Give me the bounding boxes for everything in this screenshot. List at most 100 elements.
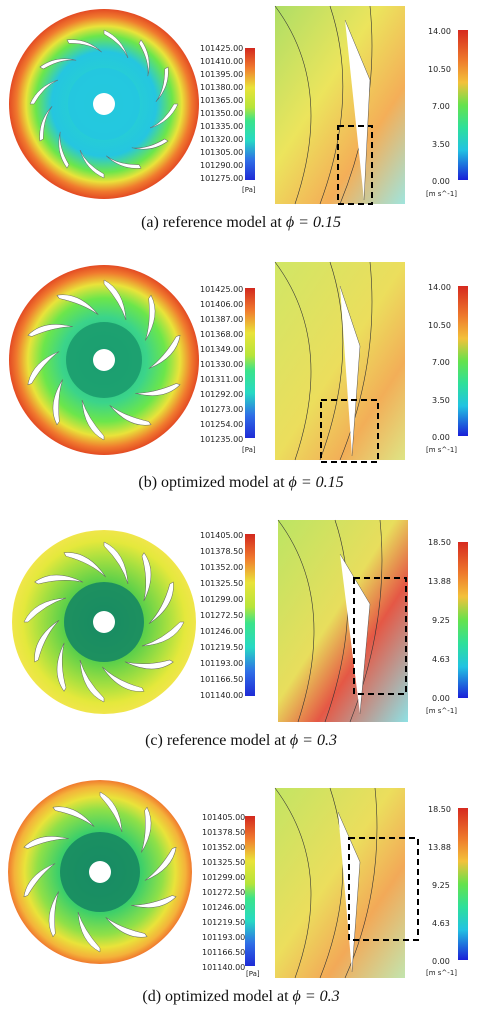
caption-phi: ϕ = 0.15: [285, 214, 341, 231]
velocity-tick: 7.00: [432, 102, 450, 111]
pressure-tick: 101410.00: [200, 57, 243, 66]
pressure-ticks: 101405.00 101378.50 101352.00 101325.50 …: [200, 531, 243, 700]
caption-b: (b) optimized model at ϕ = 0.15: [0, 474, 482, 492]
velocity-tick: 0.00: [432, 433, 450, 442]
velocity-tick: 9.25: [432, 616, 450, 625]
velocity-colorbar: [458, 542, 468, 698]
pressure-tick: 101378.50: [200, 547, 243, 556]
pressure-tick: 101405.00: [200, 531, 243, 540]
pressure-tick: 101299.00: [200, 595, 243, 604]
pressure-tick: 101305.00: [200, 148, 243, 157]
pressure-colorbar: [245, 534, 255, 696]
pressure-tick: 101405.00: [202, 813, 245, 822]
pressure-tick: 101235.00: [200, 435, 243, 444]
pressure-tick: 101140.00: [200, 691, 243, 700]
velocity-tick: 13.88: [428, 843, 451, 852]
pressure-tick: 101166.50: [200, 675, 243, 684]
pressure-tick: 101349.00: [200, 345, 243, 354]
pressure-tick: 101299.00: [202, 873, 245, 882]
caption-a: (a) reference model at ϕ = 0.15: [0, 214, 482, 232]
velocity-tick: 9.25: [432, 881, 450, 890]
velocity-tick: 10.50: [428, 321, 451, 330]
pressure-contour-impeller: [9, 9, 199, 199]
pressure-tick: 101425.00: [200, 44, 243, 53]
velocity-unit: [m s^-1]: [426, 969, 457, 977]
figure-panel-d: 101405.00 101378.50 101352.00 101325.50 …: [0, 772, 482, 1026]
pressure-tick: 101311.00: [200, 375, 243, 384]
velocity-tick: 3.50: [432, 140, 450, 149]
pressure-tick: 101406.00: [200, 300, 243, 309]
pressure-colorbar: [245, 816, 255, 966]
velocity-tick: 0.00: [432, 957, 450, 966]
pressure-colorbar: [245, 288, 255, 438]
velocity-ticks: 18.50 13.88 9.25 4.63 0.00 [m s^-1]: [426, 538, 457, 715]
pressure-ticks: 101425.00 101406.00 101387.00 101368.00 …: [200, 285, 256, 454]
pressure-tick: 101368.00: [200, 330, 243, 339]
pressure-tick: 101292.00: [200, 390, 243, 399]
velocity-tick: 14.00: [428, 27, 451, 36]
highlight-box: [337, 125, 373, 205]
velocity-vector-field: [274, 787, 405, 979]
pressure-tick: 101387.00: [200, 315, 243, 324]
highlight-box: [348, 837, 419, 941]
velocity-unit: [m s^-1]: [426, 190, 457, 198]
caption-phi: ϕ = 0.15: [288, 474, 344, 491]
velocity-tick: 13.88: [428, 577, 451, 586]
pressure-tick: 101325.50: [200, 579, 243, 588]
pressure-tick: 101246.00: [200, 627, 243, 636]
velocity-ticks: 18.50 13.88 9.25 4.63 0.00 [m s^-1]: [426, 805, 457, 977]
pressure-ticks: 101425.00 101410.00 101395.00 101380.00 …: [200, 44, 256, 194]
velocity-tick: 18.50: [428, 805, 451, 814]
pressure-contour-impeller: [12, 530, 196, 714]
velocity-tick: 3.50: [432, 396, 450, 405]
panel-a-graphics: 101425.00 101410.00 101395.00 101380.00 …: [9, 5, 468, 205]
panel-c-graphics: 101405.00 101378.50 101352.00 101325.50 …: [12, 519, 468, 723]
caption-d: (d) optimized model at ϕ = 0.3: [0, 988, 482, 1006]
caption-text: (b) optimized model at: [138, 474, 285, 491]
pressure-tick: 101352.00: [200, 563, 243, 572]
velocity-tick: 4.63: [432, 919, 450, 928]
caption-c: (c) reference model at ϕ = 0.3: [0, 732, 482, 750]
figure-panel-b: 101425.00 101406.00 101387.00 101368.00 …: [0, 256, 482, 510]
velocity-colorbar: [458, 808, 468, 960]
panel-d-graphics: 101405.00 101378.50 101352.00 101325.50 …: [8, 780, 468, 979]
velocity-unit: [m s^-1]: [426, 707, 457, 715]
pressure-tick: 101193.00: [200, 659, 243, 668]
pressure-tick: 101320.00: [200, 135, 243, 144]
pressure-unit: [Pa]: [242, 186, 256, 194]
pressure-tick: 101352.00: [202, 843, 245, 852]
velocity-vector-field: [277, 519, 408, 723]
pressure-tick: 101272.50: [200, 611, 243, 620]
pressure-tick: 101140.00: [202, 963, 245, 972]
panel-b-graphics: 101425.00 101406.00 101387.00 101368.00 …: [9, 261, 468, 463]
pressure-tick: 101378.50: [202, 828, 245, 837]
pressure-unit: [Pa]: [242, 446, 256, 454]
pressure-tick: 101219.50: [202, 918, 245, 927]
velocity-tick: 0.00: [432, 177, 450, 186]
pressure-contour-impeller: [8, 780, 192, 964]
velocity-vector-field: [274, 261, 405, 461]
figure-panel-c: 101405.00 101378.50 101352.00 101325.50 …: [0, 514, 482, 768]
pressure-ticks: 101405.00 101378.50 101352.00 101325.50 …: [202, 813, 260, 978]
caption-phi: ϕ = 0.3: [289, 732, 337, 749]
pressure-tick: 101275.00: [200, 174, 243, 183]
caption-text: (d) optimized model at: [142, 988, 289, 1005]
velocity-tick: 4.63: [432, 655, 450, 664]
pressure-tick: 101330.00: [200, 360, 243, 369]
pressure-tick: 101425.00: [200, 285, 243, 294]
pressure-tick: 101350.00: [200, 109, 243, 118]
velocity-tick: 10.50: [428, 65, 451, 74]
pressure-tick: 101246.00: [202, 903, 245, 912]
pressure-tick: 101325.50: [202, 858, 245, 867]
pressure-tick: 101254.00: [200, 420, 243, 429]
figure-panel-a: 101425.00 101410.00 101395.00 101380.00 …: [0, 0, 482, 254]
pressure-tick: 101290.00: [200, 161, 243, 170]
pressure-tick: 101380.00: [200, 83, 243, 92]
velocity-unit: [m s^-1]: [426, 446, 457, 454]
pressure-colorbar: [245, 48, 255, 180]
velocity-tick: 7.00: [432, 358, 450, 367]
velocity-colorbar: [458, 30, 468, 180]
velocity-vector-field: [274, 5, 405, 205]
pressure-contour-impeller: [9, 265, 199, 455]
pressure-tick: 101219.50: [200, 643, 243, 652]
